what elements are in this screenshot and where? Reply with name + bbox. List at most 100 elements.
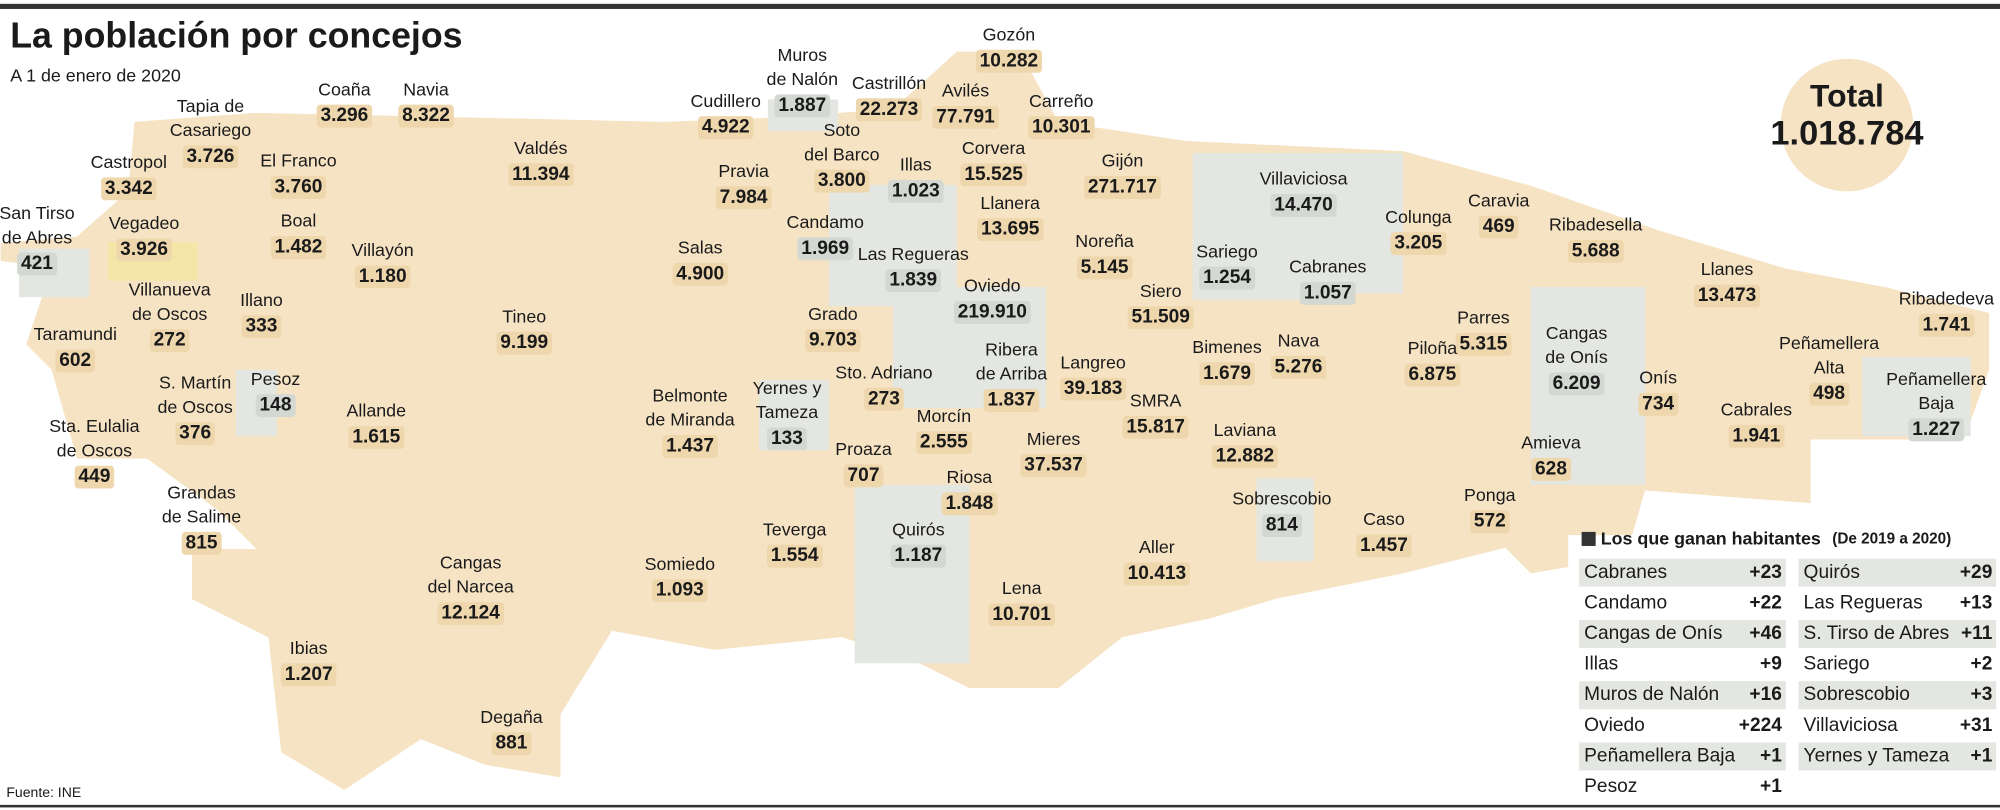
municipality-name: Las Regueras	[858, 244, 969, 264]
table-row-bg	[1798, 742, 1997, 771]
municipality-name: Navia	[403, 79, 449, 99]
population-pill	[885, 269, 942, 293]
population: 3.760	[275, 177, 323, 198]
municipality-name: Nava	[1278, 331, 1320, 351]
gainer-change: +31	[1960, 715, 1993, 736]
population: 628	[1535, 458, 1567, 479]
population-pill	[983, 389, 1040, 413]
population-pill	[348, 426, 405, 450]
gainers-table: Cabranes +23 Candamo +22 Cangas de Onís +46 Il…	[1579, 558, 1997, 797]
population: 1.227	[1912, 419, 1960, 440]
gainer-change: +11	[1961, 623, 1993, 644]
population: 3.800	[818, 170, 866, 191]
population: 469	[1483, 216, 1515, 237]
population: 1.023	[892, 180, 940, 201]
municipality-name: Carreño	[1029, 91, 1094, 111]
population-pill	[116, 238, 172, 262]
population-pill	[280, 663, 337, 687]
population: 1.254	[1203, 267, 1251, 288]
population: 15.525	[964, 164, 1023, 185]
population-pill	[1478, 215, 1519, 239]
municipality-name: Ribera	[985, 340, 1038, 360]
population-pill	[1199, 266, 1256, 290]
gainer-change: +13	[1960, 592, 1992, 613]
population-pill	[1470, 510, 1510, 534]
population-pill	[1123, 562, 1190, 586]
population: 14.470	[1274, 194, 1333, 215]
population: 572	[1474, 511, 1506, 532]
population: 272	[154, 330, 186, 351]
population-pill	[890, 544, 947, 568]
municipality-name: Illano	[240, 290, 283, 310]
municipality-name: Casariego	[170, 120, 251, 140]
population-pill	[1084, 176, 1161, 200]
population: 37.537	[1024, 455, 1083, 476]
total-value: 1.018.784	[1770, 114, 1923, 152]
municipality-name: Soto	[823, 120, 860, 140]
population: 707	[848, 465, 880, 486]
population: 602	[59, 350, 91, 371]
gainer-name: Sobrescobio	[1804, 684, 1910, 705]
municipality-name: S. Martín	[159, 373, 231, 393]
municipality-name: Cabrales	[1721, 399, 1792, 419]
population: 3.296	[320, 105, 368, 126]
population: 39.183	[1064, 378, 1123, 399]
municipality-name: Llanera	[980, 193, 1040, 213]
total-label: Total	[1810, 78, 1884, 114]
municipality-name: Sobrescobio	[1232, 489, 1331, 509]
title: La población por concejos	[10, 16, 462, 56]
population-pill	[888, 179, 944, 203]
municipality-name: Laviana	[1214, 420, 1277, 440]
municipality-name: Salas	[678, 237, 723, 257]
population-pill	[496, 331, 552, 355]
municipality-name: Caravia	[1468, 190, 1530, 210]
municipality-name: Degaña	[480, 707, 543, 727]
gainer-name: Oviedo	[1584, 715, 1645, 736]
municipality-name: Villanueva	[129, 280, 211, 300]
municipality-name: de Salime	[162, 507, 241, 527]
municipality-name: Yernes y	[753, 378, 822, 398]
municipality-name: Sto. Adriano	[835, 362, 932, 382]
population: 815	[186, 532, 218, 553]
table-row-bg	[1579, 742, 1786, 771]
municipality-name: Castropol	[91, 152, 167, 172]
municipality-name: El Franco	[260, 151, 336, 171]
population-pill	[354, 265, 411, 289]
municipality-name: Somiedo	[645, 554, 716, 574]
population: 12.124	[441, 603, 500, 624]
gainer-name: Peñamellera Baja	[1584, 745, 1735, 766]
municipality-name: Allande	[347, 401, 407, 421]
municipality-name: Cudillero	[691, 91, 761, 111]
gainer-name: Sariego	[1804, 654, 1870, 675]
municipality-name: Gozón	[983, 24, 1036, 44]
population: 1.093	[656, 580, 704, 601]
municipality-name: Sariego	[1196, 241, 1258, 261]
municipality-name: Piloña	[1408, 338, 1458, 358]
population-pill	[1531, 457, 1572, 481]
table-row-bg	[1579, 619, 1786, 648]
population: 814	[1266, 515, 1298, 536]
population-pill	[932, 105, 999, 129]
population-pill	[1060, 377, 1127, 401]
population: 3.726	[187, 146, 235, 167]
population: 133	[771, 428, 803, 449]
population-pill	[398, 104, 454, 128]
population-pill	[101, 177, 157, 201]
population: 10.282	[980, 50, 1039, 71]
gainer-name: Cabranes	[1584, 562, 1667, 583]
population: 3.342	[105, 178, 153, 199]
population-pill	[1567, 239, 1624, 263]
population: 734	[1642, 393, 1674, 414]
municipality-name: Avilés	[942, 81, 989, 101]
municipality-name: Villayón	[352, 240, 414, 260]
municipality-name: del Narcea	[428, 577, 514, 597]
population: 1.887	[778, 95, 826, 116]
population: 1.057	[1304, 282, 1352, 303]
municipality-name: Corvera	[962, 138, 1026, 158]
population-pill	[1809, 382, 1850, 406]
population: 1.969	[801, 238, 849, 259]
population: 1.848	[945, 493, 993, 514]
population: 2.555	[920, 432, 968, 453]
population-pill	[1356, 534, 1412, 558]
population-pill	[1262, 514, 1303, 538]
